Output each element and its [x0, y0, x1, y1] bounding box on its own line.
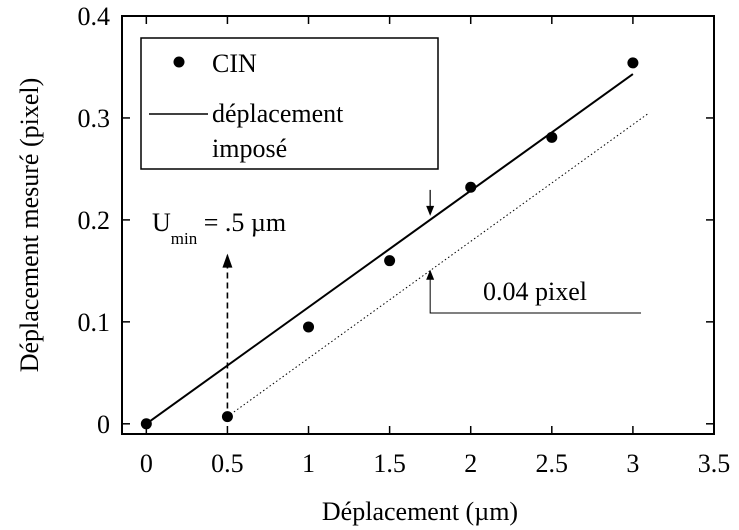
y-tick-label: 0.3 — [78, 104, 111, 133]
legend-marker-cin — [173, 56, 185, 68]
x-tick-label: 2 — [464, 449, 477, 478]
cin-point — [627, 57, 639, 69]
umin-annotation: Umin = .5 µm — [152, 208, 286, 248]
offset-leader-line — [429, 271, 642, 314]
offset-annotation: 0.04 pixel — [483, 277, 587, 306]
annotations-layer — [222, 189, 642, 409]
offset-arrow-up-head — [426, 269, 435, 280]
x-tick-label: 3.5 — [698, 449, 731, 478]
x-tick-label: 3 — [626, 449, 639, 478]
cin-point — [546, 131, 558, 143]
plot-frame — [121, 15, 715, 435]
y-axis: 0 0.1 0.2 0.3 0.4 — [78, 2, 714, 439]
cin-point — [384, 255, 396, 267]
y-tick-label: 0 — [97, 410, 110, 439]
legend-box — [140, 37, 439, 170]
offset-dotted-line — [227, 112, 650, 418]
offset-arrow-down-head — [426, 205, 435, 216]
x-axis-title: Déplacement (µm) — [322, 497, 518, 526]
cin-point — [140, 418, 152, 430]
cin-point — [303, 321, 315, 333]
legend: CIN déplacement imposé — [140, 37, 439, 170]
y-tick-label: 0.1 — [78, 308, 111, 337]
y-tick-label: 0.2 — [78, 206, 111, 235]
y-tick-label: 0.4 — [78, 2, 111, 31]
x-tick-label: 0 — [140, 449, 153, 478]
umin-arrow-head — [222, 253, 233, 268]
x-tick-label: 2.5 — [536, 449, 569, 478]
x-tick-label: 1 — [302, 449, 315, 478]
x-axis: 0 0.5 1 1.5 2 2.5 3 3.5 — [140, 16, 730, 478]
y-axis-title: Déplacement mesuré (pixel) — [15, 78, 44, 373]
x-tick-label: 0.5 — [211, 449, 244, 478]
legend-label-imposed-1: déplacement — [212, 99, 344, 128]
legend-label-imposed-2: imposé — [212, 134, 287, 163]
x-tick-label: 1.5 — [373, 449, 406, 478]
cin-point — [221, 411, 233, 423]
legend-label-cin: CIN — [212, 49, 257, 78]
cin-point — [465, 181, 477, 193]
